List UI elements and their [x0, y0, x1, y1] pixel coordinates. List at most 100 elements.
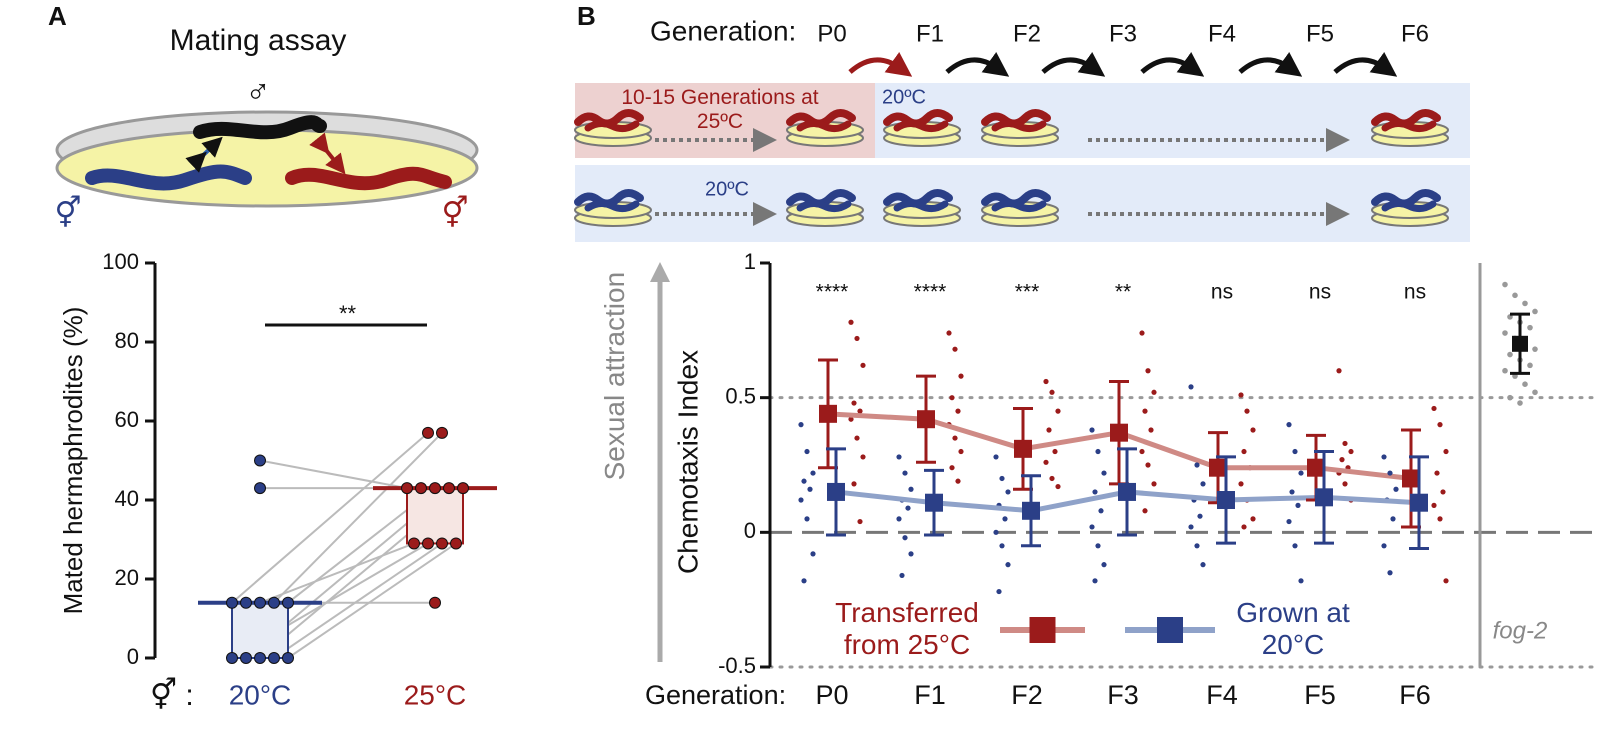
point: [801, 478, 807, 484]
point: [999, 475, 1005, 482]
reference-point: [1502, 281, 1508, 288]
herm-symbol: ⚥: [441, 195, 468, 230]
point: [801, 578, 807, 584]
point: [1440, 489, 1446, 495]
legend-marker: [1157, 617, 1183, 643]
point: [851, 400, 857, 406]
significance: ***: [1015, 281, 1040, 304]
x-prefix: ⚥ :: [150, 677, 194, 712]
point: [1098, 508, 1104, 514]
dot: [282, 596, 294, 609]
point: [1052, 448, 1058, 455]
point: [902, 535, 908, 541]
point: [1250, 427, 1256, 433]
reference-point: [1502, 330, 1508, 336]
point: [1145, 462, 1151, 468]
x-tick-label: F5: [1304, 680, 1336, 710]
point: [1381, 454, 1387, 460]
point: [1387, 470, 1393, 476]
diagram-title: Mating assay: [170, 24, 347, 57]
y-tick-label: 100: [102, 249, 139, 274]
dot: [254, 482, 266, 495]
y-tick-label: 80: [115, 328, 139, 353]
point: [1437, 516, 1443, 522]
point: [1342, 440, 1348, 447]
x-tick-label: 25°C: [404, 679, 467, 710]
point: [993, 529, 999, 535]
herm-symbol: ⚥: [54, 195, 81, 230]
mean-marker: [1307, 458, 1325, 477]
point: [1092, 489, 1098, 495]
reference-point: [1507, 351, 1513, 358]
point: [996, 588, 1002, 595]
mean-marker: [1217, 491, 1235, 510]
mean-marker: [827, 482, 845, 501]
point: [899, 572, 905, 579]
point: [1238, 481, 1244, 487]
reference-point: [1522, 300, 1528, 307]
transfer-arrow: [1333, 52, 1398, 77]
significance: ns: [1211, 281, 1233, 304]
mean-marker: [1209, 458, 1227, 477]
point: [1151, 389, 1157, 395]
point: [1049, 389, 1055, 395]
point: [798, 497, 804, 503]
point: [1393, 486, 1399, 492]
worm: [796, 199, 852, 213]
transfer-arrow: [1140, 52, 1205, 77]
point: [896, 454, 902, 460]
point: [1348, 448, 1354, 455]
point: [1101, 470, 1107, 476]
pair-line: [259, 542, 415, 604]
worm: [991, 119, 1047, 133]
point: [857, 518, 863, 525]
dot: [436, 537, 448, 550]
legend-label: Transferred from 25°C: [835, 597, 979, 661]
transfer-arrow: [1041, 52, 1106, 77]
panel-label: B: [577, 1, 596, 31]
point: [1145, 368, 1151, 374]
point: [1390, 516, 1396, 522]
point: [1336, 368, 1342, 374]
point: [1387, 570, 1393, 576]
point: [848, 319, 854, 325]
point: [949, 395, 955, 401]
point: [1101, 562, 1107, 568]
mean-marker: [917, 410, 935, 429]
point: [807, 486, 813, 492]
cool-box: [875, 83, 1470, 158]
point: [1443, 448, 1449, 455]
point: [1089, 427, 1095, 433]
worm: [1381, 119, 1437, 133]
point: [905, 505, 911, 511]
transfer-arrow: [848, 52, 913, 77]
worm: [796, 119, 852, 133]
significance: ns: [1404, 281, 1426, 304]
dot: [240, 596, 252, 609]
point: [946, 330, 952, 336]
point: [854, 335, 860, 342]
reference-point: [1502, 367, 1508, 374]
dot: [226, 596, 238, 609]
reference-point: [1532, 389, 1538, 396]
reference-marker: [1512, 335, 1528, 352]
point: [1089, 524, 1095, 530]
point: [1095, 543, 1101, 549]
point: [1005, 562, 1011, 568]
point: [1092, 578, 1098, 584]
point: [1443, 578, 1449, 584]
point: [958, 373, 964, 379]
x-tick-label: 20°C: [229, 679, 292, 710]
dot: [226, 652, 238, 664]
reference-point: [1532, 308, 1538, 315]
point: [798, 422, 804, 428]
point: [1200, 562, 1206, 568]
point: [952, 435, 958, 441]
y-tick-label: 20: [115, 565, 139, 590]
point: [857, 408, 863, 414]
dot: [429, 482, 441, 495]
reference-point: [1527, 362, 1533, 369]
dot: [408, 537, 420, 550]
significance: **: [1115, 281, 1131, 304]
point: [1295, 502, 1301, 508]
